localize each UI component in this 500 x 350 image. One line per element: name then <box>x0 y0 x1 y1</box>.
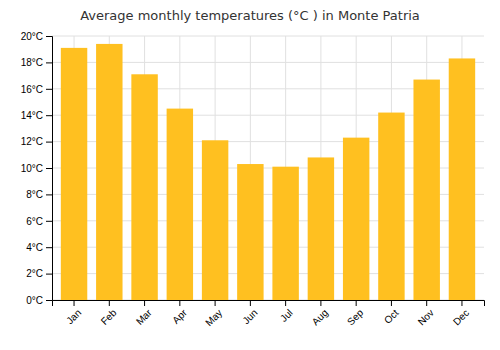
y-tick-mark <box>46 221 52 222</box>
y-tick: 14°C <box>21 110 52 121</box>
x-tick-label: Jun <box>240 307 259 326</box>
bar <box>167 109 193 300</box>
x-tick-mark <box>250 300 251 306</box>
y-tick-label: 4°C <box>26 242 43 253</box>
bar <box>449 58 475 300</box>
y-tick-mark <box>46 142 52 143</box>
y-tick: 12°C <box>21 136 52 147</box>
y-tick: 8°C <box>26 189 52 200</box>
x-tick-mark <box>179 300 180 306</box>
y-tick-label: 18°C <box>21 57 43 68</box>
x-tick-label: Aug <box>310 307 330 327</box>
bar <box>272 167 298 300</box>
bar <box>61 48 87 300</box>
x-tick-label: Nov <box>416 307 436 327</box>
y-tick-mark <box>46 62 52 63</box>
x-tick-label: Feb <box>99 307 119 327</box>
bar <box>237 164 263 300</box>
bar <box>131 74 157 300</box>
title: Average monthly temperatures (°C ) in Mo… <box>80 8 420 23</box>
y-tick-mark <box>46 247 52 248</box>
bar <box>308 157 334 300</box>
y-tick-label: 20°C <box>21 31 43 42</box>
x-tick: Apr <box>170 300 189 326</box>
x-tick: Nov <box>416 300 436 327</box>
x-tick-label: Oct <box>382 307 401 326</box>
x-tick: Feb <box>99 300 119 327</box>
y-tick-mark <box>46 274 52 275</box>
x-tick-label: Jan <box>64 307 83 326</box>
x-tick-mark <box>356 300 357 306</box>
x-tick-mark <box>144 300 145 306</box>
x-tick-mark <box>426 300 427 306</box>
y-tick-mark <box>46 168 52 169</box>
x-axis-line <box>53 301 485 307</box>
x-axis: Jan Feb Mar Apr May Jun Jul Aug Sep Oct Nov Dec <box>53 300 485 328</box>
grid <box>52 36 484 300</box>
x-tick-label: Sep <box>345 307 366 328</box>
bar <box>202 140 228 300</box>
x-tick-mark <box>391 300 392 306</box>
y-tick: 16°C <box>21 84 52 95</box>
y-tick-mark <box>46 36 52 37</box>
y-tick: 4°C <box>26 242 52 253</box>
x-tick-mark <box>320 300 321 306</box>
x-tick: May <box>203 300 224 328</box>
x-tick: Sep <box>345 300 366 327</box>
y-tick-label: 2°C <box>26 268 43 279</box>
x-tick-mark <box>285 300 286 306</box>
y-tick: 18°C <box>21 57 52 68</box>
marks <box>61 44 475 300</box>
y-axis: 0°C 2°C 4°C 6°C 8°C 10°C 12°C 14°C 16°C 18°C 20°C <box>21 31 53 306</box>
y-tick-label: 10°C <box>21 163 43 174</box>
bar <box>378 113 404 300</box>
y-tick-label: 8°C <box>26 189 43 200</box>
y-tick-label: 0°C <box>26 295 43 306</box>
y-tick-label: 16°C <box>21 84 43 95</box>
y-axis-line <box>46 37 53 301</box>
x-tick-mark <box>461 300 462 306</box>
x-tick-mark <box>109 300 110 306</box>
x-tick-label: Apr <box>170 307 189 326</box>
x-tick-label: Mar <box>134 307 154 327</box>
x-tick: Jan <box>64 300 83 326</box>
chart: Average monthly temperatures (°C ) in Mo… <box>0 0 500 350</box>
y-tick: 6°C <box>26 216 52 227</box>
x-tick-mark <box>215 300 216 306</box>
x-tick-label: Dec <box>451 307 471 327</box>
bar <box>413 80 439 300</box>
x-tick: Aug <box>310 300 330 327</box>
y-tick-mark <box>46 115 52 116</box>
y-tick-mark <box>46 194 52 195</box>
y-tick-label: 6°C <box>26 216 43 227</box>
plot: 0°C 2°C 4°C 6°C 8°C 10°C 12°C 14°C 16°C 18°C 20°C J… <box>21 31 485 329</box>
y-tick: 10°C <box>21 163 52 174</box>
x-tick: Mar <box>134 300 154 327</box>
bar <box>96 44 122 300</box>
x-tick: Jul <box>278 300 295 324</box>
x-tick-mark <box>74 300 75 306</box>
bar <box>343 138 369 300</box>
x-tick-label: May <box>203 307 224 328</box>
y-tick-mark <box>46 89 52 90</box>
x-tick: Jun <box>240 300 259 326</box>
x-tick: Oct <box>382 300 401 326</box>
y-tick-label: 14°C <box>21 110 43 121</box>
y-grid-line <box>52 36 484 37</box>
y-tick: 2°C <box>26 268 52 279</box>
y-tick: 20°C <box>21 31 52 42</box>
x-tick-label: Jul <box>278 307 295 324</box>
y-tick-label: 12°C <box>21 136 43 147</box>
y-tick-mark <box>46 300 52 301</box>
y-tick: 0°C <box>26 295 52 306</box>
x-tick: Dec <box>451 300 471 327</box>
